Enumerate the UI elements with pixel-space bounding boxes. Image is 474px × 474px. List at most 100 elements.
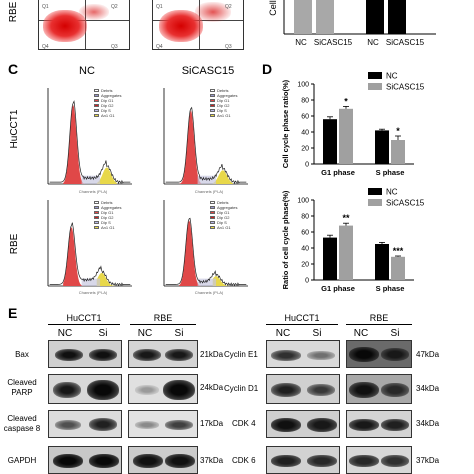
chart-legend-swatch <box>368 199 382 206</box>
legend-label: Debris <box>101 200 113 205</box>
legend-swatch <box>94 89 99 92</box>
chart-legend-label: SiCASC15 <box>386 199 425 208</box>
legend-label: Dip S <box>101 108 111 113</box>
chart-y-tick-label: 20 <box>301 262 309 269</box>
g1-peak-fill <box>63 226 85 286</box>
blot-size-34kda-a: 34kDa <box>416 384 440 393</box>
legend-label: Dip G1 <box>217 98 230 103</box>
histogram-legend-item: Dip G1 <box>94 98 121 103</box>
blot-row-label-cleaved-caspase8: Cleaved caspase 8 <box>3 414 41 433</box>
legend-label: An1 G1 <box>101 113 115 118</box>
top-bar-cat-4: SiCASC15 <box>385 38 425 47</box>
chart-legend-label: NC <box>386 72 398 81</box>
chart-bar <box>391 140 405 164</box>
blot-cyclin-d1-rbe <box>346 374 412 404</box>
panel-c-row-hucct1: HuCCT1 <box>9 109 20 149</box>
blot-right-lane-1: NC <box>275 328 291 339</box>
legend-label: Debris <box>101 88 113 93</box>
chart-y-tick-label: 80 <box>301 214 309 221</box>
chart-legend-label: NC <box>386 188 398 197</box>
chart-significance: * <box>344 96 348 106</box>
legend-swatch <box>94 114 99 117</box>
histogram-legend-item: Debris <box>210 200 237 205</box>
chart-bar <box>375 244 389 280</box>
quadrant-q4: Q4 <box>42 44 49 50</box>
blot-size-21kda: 21kDa <box>200 350 224 359</box>
chart-y-tick-label: 60 <box>301 230 309 237</box>
histogram-trace <box>165 217 247 287</box>
blot-row-label-gapdh: GAPDH <box>7 456 37 465</box>
legend-swatch <box>94 104 99 107</box>
quadrant-q3: Q3 <box>111 44 118 50</box>
legend-swatch <box>210 211 215 214</box>
blot-left-group-line-1 <box>48 324 120 325</box>
top-bar-2 <box>316 0 334 34</box>
quadrant-q2: Q2 <box>111 4 118 10</box>
legend-label: Aggregates <box>101 93 122 98</box>
histogram-axis-caption: Channels (PI-A) <box>78 189 108 194</box>
top-bar-3 <box>366 0 384 34</box>
legend-swatch <box>210 221 215 224</box>
histogram-legend-item: Aggregates <box>210 205 237 210</box>
legend-swatch <box>94 226 99 229</box>
top-bar-4 <box>388 0 406 34</box>
legend-label: Dip G2 <box>101 103 114 108</box>
blot-size-24kda: 24kDa <box>200 383 224 392</box>
blot-row-label-bax: Bax <box>15 350 29 359</box>
chart-y-tick-label: 80 <box>301 98 309 105</box>
histogram-trace <box>49 100 131 185</box>
blot-cdk4-hucct1 <box>266 410 340 438</box>
blot-left-group-rbe: RBE <box>153 313 173 323</box>
histogram-trace <box>49 222 131 287</box>
quadrant-q1: Q1 <box>42 4 49 10</box>
legend-swatch <box>94 99 99 102</box>
histogram-legend-item: Dip G2 <box>210 215 237 220</box>
histogram-legend-item: Dip G1 <box>210 210 237 215</box>
histogram-legend-item: Dip S <box>94 108 121 113</box>
legend-label: Dip G1 <box>101 98 114 103</box>
legend-label: Dip G2 <box>217 215 230 220</box>
legend-label: An1 G1 <box>217 113 231 118</box>
blot-size-34kda-b: 34kDa <box>416 419 440 428</box>
legend-swatch <box>210 216 215 219</box>
legend-swatch <box>210 114 215 117</box>
chart-legend-label: SiCASC15 <box>386 83 425 92</box>
blot-left-group-hucct1: HuCCT1 <box>66 313 102 323</box>
quadrant-q2: Q2 <box>225 4 232 10</box>
g1-peak-fill <box>179 220 201 286</box>
legend-swatch <box>210 89 215 92</box>
blot-cyclin-d1-hucct1 <box>266 374 340 404</box>
flow-plot-top-right: Q1 Q2 Q4 Q3 <box>152 0 244 50</box>
g2-peak-fill <box>96 167 117 184</box>
blot-row-label-cdk6: CDK 6 <box>232 456 256 465</box>
histogram-rbe-si: Debris Aggregates Dip G1 Dip G2 Dip S An1 G1 … <box>154 196 252 298</box>
histogram-legend-item: An1 G1 <box>210 225 237 230</box>
chart-y-tick-label: 100 <box>297 198 309 205</box>
blot-right-group-hucct1: HuCCT1 <box>284 313 320 323</box>
panel-c-col-sicasc15: SiCASC15 <box>181 65 235 77</box>
legend-swatch <box>94 94 99 97</box>
histogram-legend-item: Dip G2 <box>94 215 121 220</box>
legend-label: Dip S <box>101 220 111 225</box>
g1-peak-fill <box>179 110 201 184</box>
legend-label: Dip G2 <box>217 103 230 108</box>
blot-row-label-cyclin-e1: Cyclin E1 <box>224 350 258 359</box>
chart-bar <box>339 225 353 280</box>
legend-swatch <box>210 226 215 229</box>
histogram-legend-item: An1 G1 <box>94 113 121 118</box>
blot-bax-rbe <box>128 340 198 368</box>
blot-row-label-cleaved-parp: Cleaved PARP <box>7 378 37 397</box>
legend-swatch <box>94 216 99 219</box>
legend-swatch <box>210 201 215 204</box>
blot-row-label-cdk4: CDK 4 <box>232 419 256 428</box>
legend-label: Dip S <box>217 108 227 113</box>
chart-y-tick-label: 0 <box>305 162 309 169</box>
chart-bar <box>391 256 405 280</box>
chart-ylabel: Ratio of cell cycle phase(%) <box>281 190 290 289</box>
top-bar-cat-2: SiCASC15 <box>313 38 353 47</box>
histogram-legend-item: An1 G1 <box>94 225 121 230</box>
blot-parp-rbe <box>128 374 198 404</box>
blot-caspase8-rbe <box>128 410 198 438</box>
legend-swatch <box>94 109 99 112</box>
legend-label: Dip G1 <box>217 210 230 215</box>
